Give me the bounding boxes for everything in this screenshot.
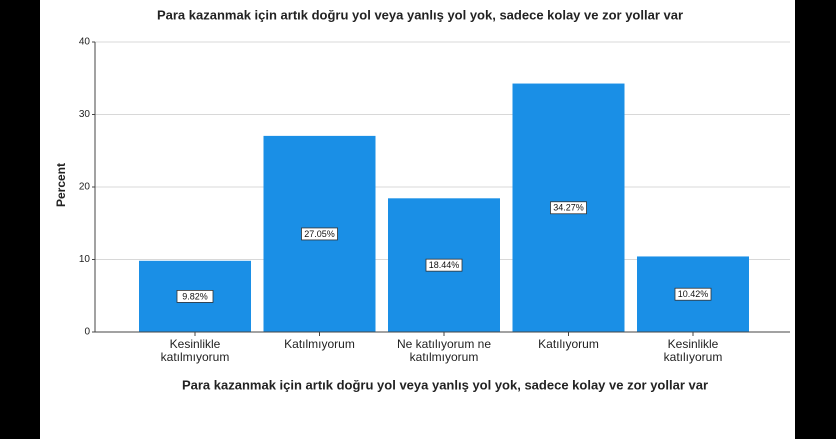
value-label-box [550, 201, 587, 215]
value-label: 10.42% [678, 289, 709, 299]
value-label: 27.05% [304, 229, 335, 239]
value-label-box [425, 258, 463, 272]
value-label: 9.82% [182, 291, 208, 301]
value-label-box [674, 287, 712, 301]
y-tick-label: 30 [79, 109, 91, 120]
y-tick-label: 0 [84, 327, 90, 338]
x-tick-label: Kesinlikle katılıyorum [663, 337, 723, 364]
y-axis-title: Percent [54, 163, 68, 207]
x-tick-label: Ne katılıyorum ne katılmıyorum [396, 337, 492, 364]
y-tick-label: 10 [79, 254, 91, 265]
value-label: 18.44% [429, 260, 460, 270]
chart-title: Para kazanmak için artık doğru yol veya … [157, 7, 683, 22]
y-tick-label: 20 [79, 182, 91, 193]
value-label: 34.27% [553, 203, 584, 213]
value-label-box [176, 290, 214, 303]
x-tick-label: Katılmıyorum [284, 337, 355, 351]
y-tick-label: 40 [79, 37, 91, 48]
x-axis-title: Para kazanmak için artık doğru yol veya … [182, 377, 708, 392]
x-tick-label: Kesinlikle katılmıyorum [160, 337, 230, 364]
value-label-box [301, 227, 338, 241]
x-tick-label: Katılıyorum [538, 337, 599, 351]
